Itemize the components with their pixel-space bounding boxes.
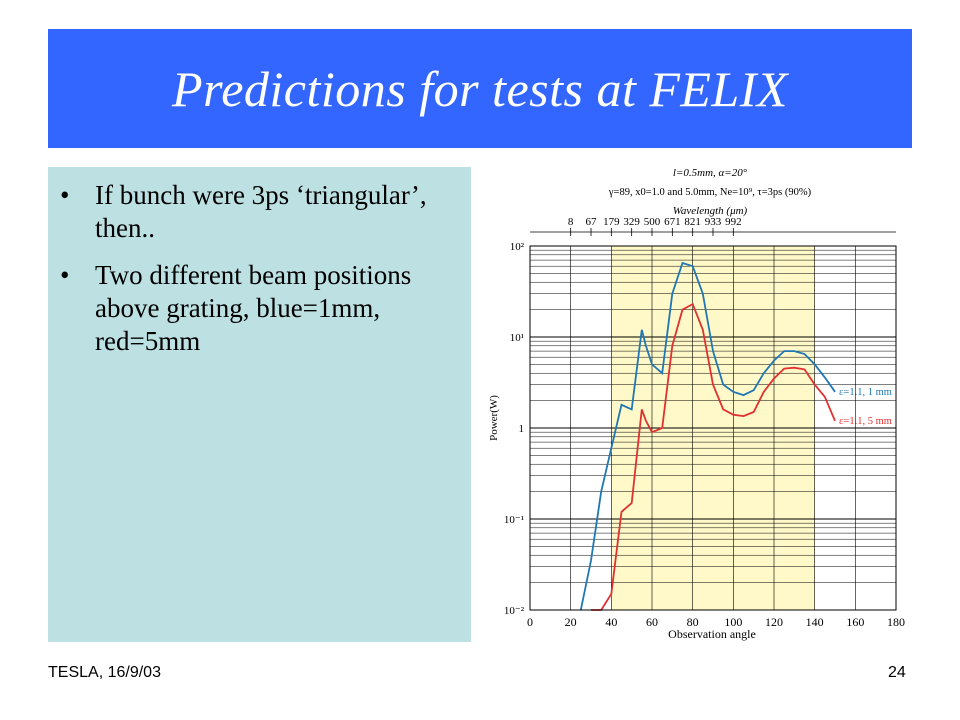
x-tick-label: 20 [565, 615, 577, 629]
top-axis-label: Wavelength (μm) [673, 205, 748, 217]
chart-header-line2: γ=89, x0=1.0 and 5.0mm, Ne=10⁹, τ=3ps (9… [608, 187, 812, 198]
x-axis-label: Observation angle [668, 627, 756, 641]
y-tick-label: 10² [510, 241, 525, 253]
y-tick-label: 10¹ [510, 332, 524, 344]
top-tick-label: 821 [684, 216, 701, 228]
x-tick-label: 0 [527, 615, 533, 629]
page-number: 24 [888, 664, 906, 681]
series-line [579, 261, 836, 611]
top-tick-label: 500 [644, 216, 661, 228]
x-tick-label: 40 [605, 615, 617, 629]
top-tick-label: 329 [623, 216, 640, 228]
bullet-item: • Two different beam positions above gra… [48, 259, 455, 358]
y-tick-label: 10⁻² [504, 605, 525, 617]
x-tick-label: 60 [646, 615, 658, 629]
legend-entry: ε=1.1, 5 mm [839, 416, 892, 427]
bullet-dot-icon: • [60, 180, 70, 210]
x-tick-label: 120 [765, 615, 783, 629]
top-tick-label: 671 [664, 216, 681, 228]
bullet-panel: • If bunch were 3ps ‘triangular’, then..… [48, 167, 471, 642]
slide-title: Predictions for tests at FELIX [172, 60, 788, 117]
bullet-text: If bunch were 3ps ‘triangular’, then.. [95, 180, 427, 243]
title-bar: Predictions for tests at FELIX [48, 29, 912, 148]
x-tick-label: 100 [724, 615, 742, 629]
top-tick-label: 992 [725, 216, 742, 228]
chart-header-line1: l=0.5mm, α=20° [673, 167, 748, 179]
bullet-dot-icon: • [60, 260, 70, 290]
x-tick-label: 80 [687, 615, 699, 629]
footer-event: TESLA, 16/9/03 [48, 664, 161, 681]
x-tick-label: 180 [887, 615, 905, 629]
top-tick-label: 933 [705, 216, 722, 228]
x-tick-label: 160 [846, 615, 864, 629]
legend-entry: ε=1.1, 1 mm [839, 387, 892, 398]
top-tick-label: 179 [603, 216, 620, 228]
bullet-list: • If bunch were 3ps ‘triangular’, then..… [48, 167, 471, 358]
y-axis-label: Power(W) [488, 395, 500, 441]
y-tick-label: 10⁻¹ [504, 514, 524, 526]
top-tick-label: 67 [586, 216, 598, 228]
power-chart: l=0.5mm, α=20° γ=89, x0=1.0 and 5.0mm, N… [480, 158, 920, 648]
top-tick-label: 8 [568, 216, 574, 228]
bullet-item: • If bunch were 3ps ‘triangular’, then.. [48, 179, 455, 245]
x-tick-label: 140 [806, 615, 824, 629]
power-chart-svg: l=0.5mm, α=20° γ=89, x0=1.0 and 5.0mm, N… [488, 167, 905, 641]
series-line [591, 302, 836, 611]
y-tick-label: 1 [519, 423, 525, 435]
bullet-text: Two different beam positions above grati… [95, 260, 412, 356]
plot-frame [529, 245, 897, 611]
